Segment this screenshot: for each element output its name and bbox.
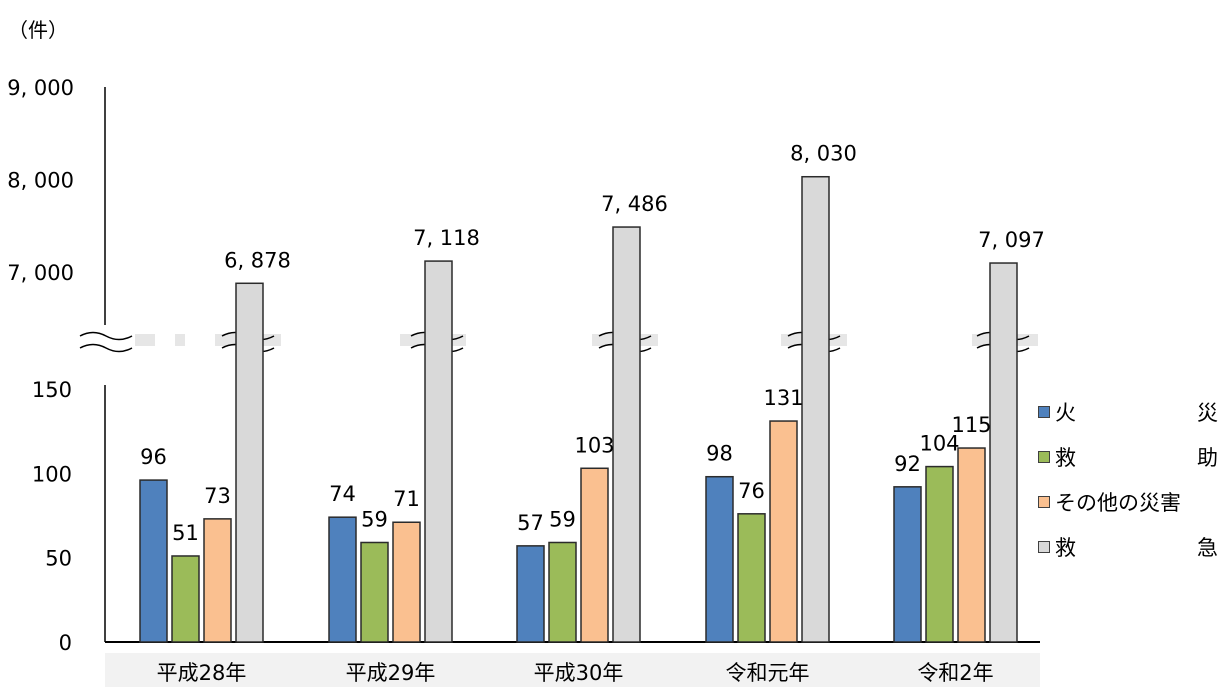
data-label: 98 — [706, 442, 733, 466]
data-label: 74 — [329, 482, 356, 506]
bar — [705, 475, 734, 643]
bar — [360, 541, 389, 643]
bar — [801, 175, 830, 643]
data-label: 73 — [204, 484, 231, 508]
data-label: 76 — [738, 479, 765, 503]
legend-swatch-rescue — [1038, 451, 1050, 463]
bar — [139, 479, 168, 643]
data-label: 57 — [517, 511, 544, 535]
unit-label: （件） — [8, 18, 68, 42]
bar — [989, 262, 1018, 643]
legend-label-emergency: 救急 — [1055, 536, 1218, 560]
x-tick-label: 令和2年 — [917, 661, 993, 685]
axis-break-gap — [80, 326, 1040, 376]
bar — [925, 465, 954, 643]
bar — [893, 486, 922, 643]
y-tick-label: 50 — [45, 547, 72, 571]
bar — [516, 545, 545, 643]
axis-break-band — [175, 334, 185, 346]
y-tick-label: 150 — [32, 378, 72, 402]
y-tick-label: 0 — [59, 631, 72, 655]
data-label: 8, 030 — [790, 142, 857, 166]
legend-swatch-fire — [1038, 406, 1050, 418]
bar — [957, 447, 986, 643]
bar — [737, 513, 766, 643]
legend-item-emergency: 救急 — [1038, 533, 1218, 561]
data-label: 59 — [549, 507, 576, 531]
legend: 火災 救助 その他の災害 救急 — [1038, 398, 1218, 578]
bar — [769, 420, 798, 643]
data-label: 7, 097 — [978, 228, 1045, 252]
x-tick-label: 平成30年 — [534, 661, 624, 685]
data-label: 131 — [763, 386, 803, 410]
bar — [235, 282, 264, 643]
y-tick-label: 7, 000 — [7, 261, 74, 285]
y-tick-label: 100 — [32, 462, 72, 486]
data-label: 96 — [140, 445, 167, 469]
legend-swatch-emergency — [1038, 541, 1050, 553]
data-label: 51 — [172, 521, 199, 545]
data-label: 103 — [574, 433, 614, 457]
bar — [612, 226, 641, 643]
x-tick-label: 平成29年 — [346, 661, 436, 685]
bar — [203, 518, 232, 643]
legend-item-rescue: 救助 — [1038, 443, 1218, 471]
axis-break-band — [135, 334, 155, 346]
bar — [328, 516, 357, 643]
axis-break-mark — [79, 343, 133, 353]
data-label: 6, 878 — [224, 248, 291, 272]
legend-label-other-disaster: その他の災害 — [1055, 491, 1181, 515]
data-label: 104 — [919, 432, 959, 456]
legend-swatch-other-disaster — [1038, 496, 1050, 508]
x-tick-label: 令和元年 — [726, 661, 810, 685]
data-label: 7, 486 — [601, 192, 668, 216]
data-label: 71 — [393, 487, 420, 511]
legend-label-rescue: 救助 — [1055, 446, 1218, 470]
data-label: 59 — [361, 507, 388, 531]
bar — [392, 521, 421, 643]
x-tick-label: 平成28年 — [157, 661, 247, 685]
bar — [580, 467, 609, 643]
legend-label-fire: 火災 — [1055, 401, 1218, 425]
category-band — [105, 653, 1040, 687]
legend-item-fire: 火災 — [1038, 398, 1218, 426]
bar — [424, 260, 453, 643]
bar — [548, 541, 577, 643]
data-label: 92 — [894, 452, 921, 476]
bar — [171, 555, 200, 643]
legend-item-other-disaster: その他の災害 — [1038, 488, 1218, 516]
data-label: 7, 118 — [413, 226, 480, 250]
y-tick-label: 8, 000 — [7, 169, 74, 193]
data-label: 115 — [951, 413, 991, 437]
y-tick-label: 9, 000 — [7, 76, 74, 100]
axis-break-mark — [79, 331, 133, 341]
